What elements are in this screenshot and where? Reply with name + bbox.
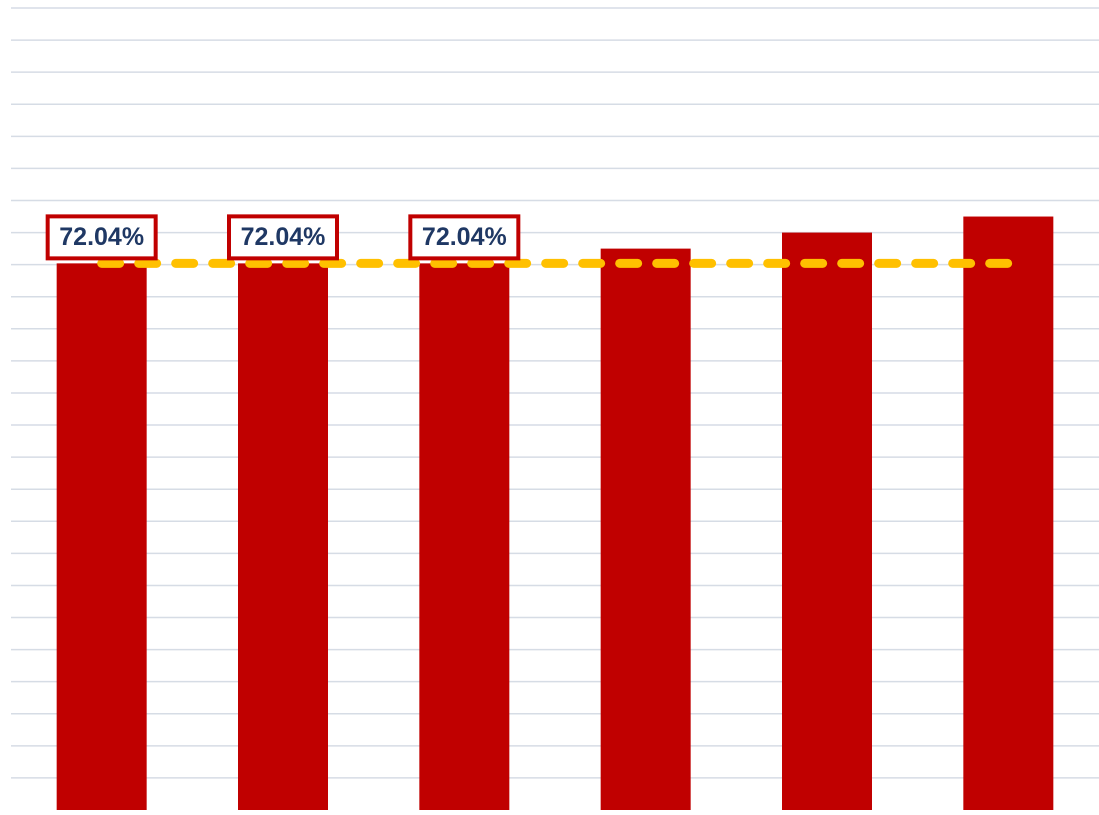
value-label-box — [45, 214, 158, 261]
bar — [56, 263, 147, 810]
bar — [963, 216, 1054, 810]
value-label-box — [408, 214, 521, 261]
bar — [782, 232, 872, 810]
bar — [600, 248, 691, 810]
bar — [238, 263, 328, 810]
value-label-box — [227, 214, 339, 261]
value-label: 72.04% — [241, 223, 326, 251]
value-label: 72.04% — [422, 223, 507, 251]
value-label: 72.04% — [59, 223, 144, 251]
bar — [419, 263, 510, 810]
